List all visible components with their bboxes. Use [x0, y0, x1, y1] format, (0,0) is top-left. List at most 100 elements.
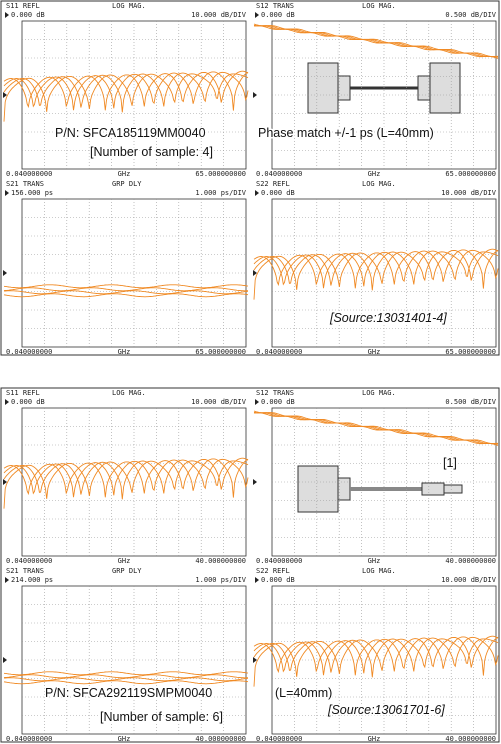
trace [3, 293, 249, 298]
trace [3, 70, 249, 111]
stop-freq: 65.000000000 [445, 348, 496, 356]
ref-marker [5, 190, 9, 196]
panel-frame [0, 0, 500, 356]
freq-unit: GHz [368, 348, 381, 356]
ref-marker [253, 657, 257, 663]
ref-marker [3, 479, 7, 485]
stop-freq: 65.000000000 [445, 170, 496, 178]
trace [3, 460, 249, 509]
stop-freq: 40.000000000 [195, 735, 246, 743]
scale: 0.500 dB/DIV [445, 11, 496, 19]
trace [3, 458, 249, 500]
source: [Source:13061701-6] [327, 703, 445, 717]
ref-marker [255, 399, 259, 405]
ref-value: 0.000 dB [261, 398, 295, 406]
ref-value: 156.000 ps [11, 189, 53, 197]
ref-marker [255, 12, 259, 18]
scale: 1.000 ps/DIV [195, 189, 246, 197]
format: LOG MAG. [362, 389, 396, 397]
ref-value: 0.000 dB [261, 11, 295, 19]
format: LOG MAG. [362, 180, 396, 188]
start-freq: 0.040000000 [256, 557, 302, 565]
format: LOG MAG. [362, 2, 396, 10]
param: S12 TRANS [256, 2, 294, 10]
ref-value: 0.000 dB [11, 398, 45, 406]
panel-frame [0, 387, 500, 743]
trace [253, 25, 499, 59]
ref-marker [255, 190, 259, 196]
trace [3, 71, 249, 113]
ref-value: 0.000 dB [11, 11, 45, 19]
note: Phase match +/-1 ps (L=40mm) [258, 126, 434, 140]
scale: 0.500 dB/DIV [445, 398, 496, 406]
trace [3, 284, 249, 289]
ref-value: 214.000 ps [11, 576, 53, 584]
ref-marker [5, 12, 9, 18]
scale: 1.000 ps/DIV [195, 576, 246, 584]
freq-unit: GHz [118, 170, 131, 178]
format: LOG MAG. [112, 389, 146, 397]
freq-unit: GHz [368, 735, 381, 743]
trace [3, 674, 248, 679]
scale: 10.000 dB/DIV [441, 189, 497, 197]
ref-marker [5, 399, 9, 405]
stop-freq: 65.000000000 [195, 170, 246, 178]
scale: 10.000 dB/DIV [191, 11, 247, 19]
start-freq: 0.040000000 [256, 170, 302, 178]
trace [253, 636, 499, 678]
format: GRP DLY [112, 180, 142, 188]
sample-count: [Number of sample: 4] [90, 145, 213, 159]
param: S21 TRANS [6, 180, 44, 188]
ref-marker [253, 92, 257, 98]
freq-unit: GHz [368, 170, 381, 178]
freq-unit: GHz [118, 557, 131, 565]
part-number: P/N: SFCA185119MM0040 [55, 126, 206, 140]
trace [3, 287, 248, 292]
start-freq: 0.040000000 [6, 557, 52, 565]
trace [253, 635, 499, 676]
param: S12 TRANS [256, 389, 294, 397]
ref-value: 0.000 dB [261, 189, 295, 197]
trace [3, 290, 249, 295]
trace [3, 71, 249, 111]
trace [253, 411, 499, 445]
trace [253, 249, 499, 291]
stop-freq: 65.000000000 [195, 348, 246, 356]
note: (L=40mm) [275, 686, 332, 700]
trace [253, 638, 499, 687]
trace [3, 671, 249, 676]
ref-marker [3, 92, 7, 98]
start-freq: 0.040000000 [256, 735, 302, 743]
trace [253, 636, 499, 676]
ref-marker [253, 479, 257, 485]
start-freq: 0.040000000 [6, 735, 52, 743]
trace [253, 412, 499, 446]
stop-freq: 40.000000000 [195, 557, 246, 565]
format: LOG MAG. [362, 567, 396, 575]
stop-freq: 40.000000000 [445, 557, 496, 565]
ref-marker [3, 270, 7, 276]
start-freq: 0.040000000 [6, 170, 52, 178]
freq-unit: GHz [118, 735, 131, 743]
ref-value: 0.000 dB [261, 576, 295, 584]
ref-marker [253, 270, 257, 276]
format: GRP DLY [112, 567, 142, 575]
start-freq: 0.040000000 [256, 348, 302, 356]
trace [253, 24, 499, 58]
trace [253, 249, 499, 289]
freq-unit: GHz [118, 348, 131, 356]
start-freq: 0.040000000 [6, 348, 52, 356]
sample-count: [Number of sample: 6] [100, 710, 223, 724]
ref-marker [5, 577, 9, 583]
part-number: P/N: SFCA292119SMPM0040 [45, 686, 212, 700]
scale: 10.000 dB/DIV [441, 576, 497, 584]
trace [3, 73, 249, 122]
trace [3, 457, 249, 498]
param: S11 REFL [6, 2, 40, 10]
trace [3, 680, 249, 685]
scale: 10.000 dB/DIV [191, 398, 247, 406]
param: S22 REFL [256, 567, 290, 575]
connector-illustration [307, 62, 461, 114]
param: S11 REFL [6, 389, 40, 397]
